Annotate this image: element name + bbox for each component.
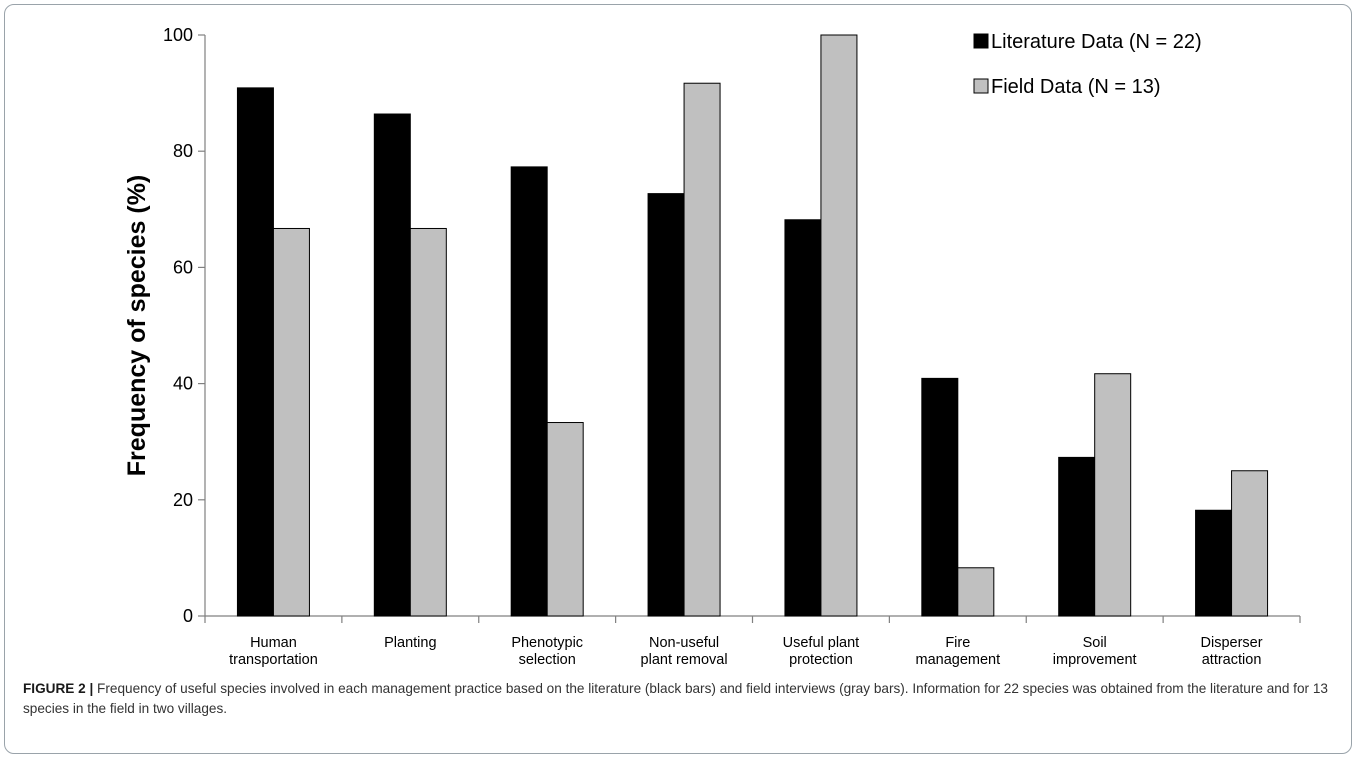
- bars: [236, 34, 1269, 617]
- field-bar: [546, 422, 584, 617]
- x-category-label: Disperser: [1201, 635, 1263, 651]
- field-bar: [683, 82, 721, 617]
- literature-bar: [510, 166, 548, 617]
- x-category-label: protection: [789, 652, 853, 668]
- x-axis: [204, 615, 1301, 623]
- figure-frame: 0 20 40 60 80 100 Human transportation Planting…: [4, 4, 1352, 754]
- x-category-label: selection: [519, 652, 576, 668]
- legend-swatch: [973, 78, 989, 94]
- field-bar: [409, 227, 447, 617]
- y-tick-label: 20: [173, 490, 193, 510]
- legend-label: Field Data (N = 13): [991, 76, 1161, 98]
- y-axis: 0 20 40 60 80 100: [163, 25, 206, 626]
- y-axis-label: Frequency of species (%): [123, 175, 151, 476]
- x-category-label: Non-useful: [649, 635, 719, 651]
- y-tick-label: 40: [173, 374, 193, 394]
- x-category-label: Planting: [384, 635, 436, 651]
- x-category-label: attraction: [1202, 652, 1262, 668]
- field-bar: [1231, 470, 1269, 617]
- y-tick-label: 100: [163, 25, 193, 45]
- x-category-label: plant removal: [641, 652, 728, 668]
- field-bar: [957, 567, 995, 617]
- y-tick-label: 0: [183, 606, 193, 626]
- legend-label: Literature Data (N = 22): [991, 31, 1202, 53]
- field-bar: [1094, 373, 1132, 617]
- literature-bar: [647, 193, 685, 617]
- caption-text: Frequency of useful species involved in …: [23, 681, 1328, 716]
- y-tick-label: 60: [173, 257, 193, 277]
- y-tick-label: 80: [173, 141, 193, 161]
- legend-swatch: [973, 33, 989, 49]
- literature-bar: [1195, 509, 1233, 617]
- literature-bar: [784, 219, 822, 617]
- x-category-label: management: [915, 652, 1000, 668]
- x-category-label: transportation: [229, 652, 318, 668]
- x-category-label: Fire: [945, 635, 970, 651]
- x-category-label: Soil: [1083, 635, 1107, 651]
- x-category-label: Phenotypic: [511, 635, 583, 651]
- literature-bar: [921, 377, 959, 617]
- literature-bar: [373, 113, 411, 617]
- legend: Literature Data (N = 22) Field Data (N = …: [973, 31, 1202, 98]
- x-category-label: Human: [250, 635, 297, 651]
- caption-label: FIGURE 2 |: [23, 681, 94, 696]
- field-bar: [820, 34, 858, 617]
- field-bar: [272, 227, 310, 617]
- x-category-label: Useful plant: [783, 635, 860, 651]
- literature-bar: [236, 87, 274, 617]
- x-category-label: improvement: [1053, 652, 1137, 668]
- figure-caption: FIGURE 2 | Frequency of useful species i…: [23, 679, 1345, 719]
- literature-bar: [1058, 456, 1096, 617]
